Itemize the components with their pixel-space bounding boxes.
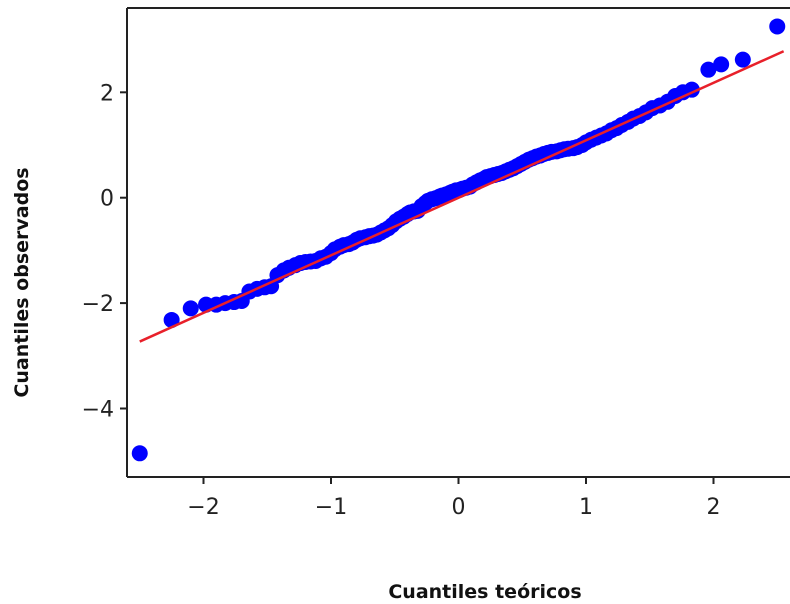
y-axis-title: Cuantiles observados	[11, 167, 33, 397]
data-point	[163, 311, 180, 328]
x-axis-title: Cuantiles teóricos	[388, 581, 581, 603]
data-point	[769, 18, 786, 35]
x-tick-label: 2	[707, 495, 721, 520]
y-axis-ticks: −4 −2 0 2	[82, 81, 127, 422]
reference-fit-line	[139, 50, 785, 343]
data-point	[131, 445, 148, 462]
data-point	[700, 61, 717, 78]
axes	[126, 7, 790, 478]
data-point	[713, 56, 730, 73]
data-point	[734, 51, 751, 68]
x-axis-ticks: −2 −1 0 1 2	[187, 477, 721, 520]
y-tick-label: 0	[100, 187, 114, 212]
x-tick-label: 0	[452, 495, 466, 520]
x-tick-label: −1	[315, 495, 347, 520]
y-tick-label: −2	[82, 292, 114, 317]
y-tick-label: −4	[82, 397, 114, 422]
y-tick-label: 2	[100, 81, 114, 106]
data-point	[182, 300, 199, 317]
x-tick-label: −2	[187, 495, 219, 520]
x-tick-label: 1	[579, 495, 593, 520]
scatter-points	[131, 18, 786, 462]
